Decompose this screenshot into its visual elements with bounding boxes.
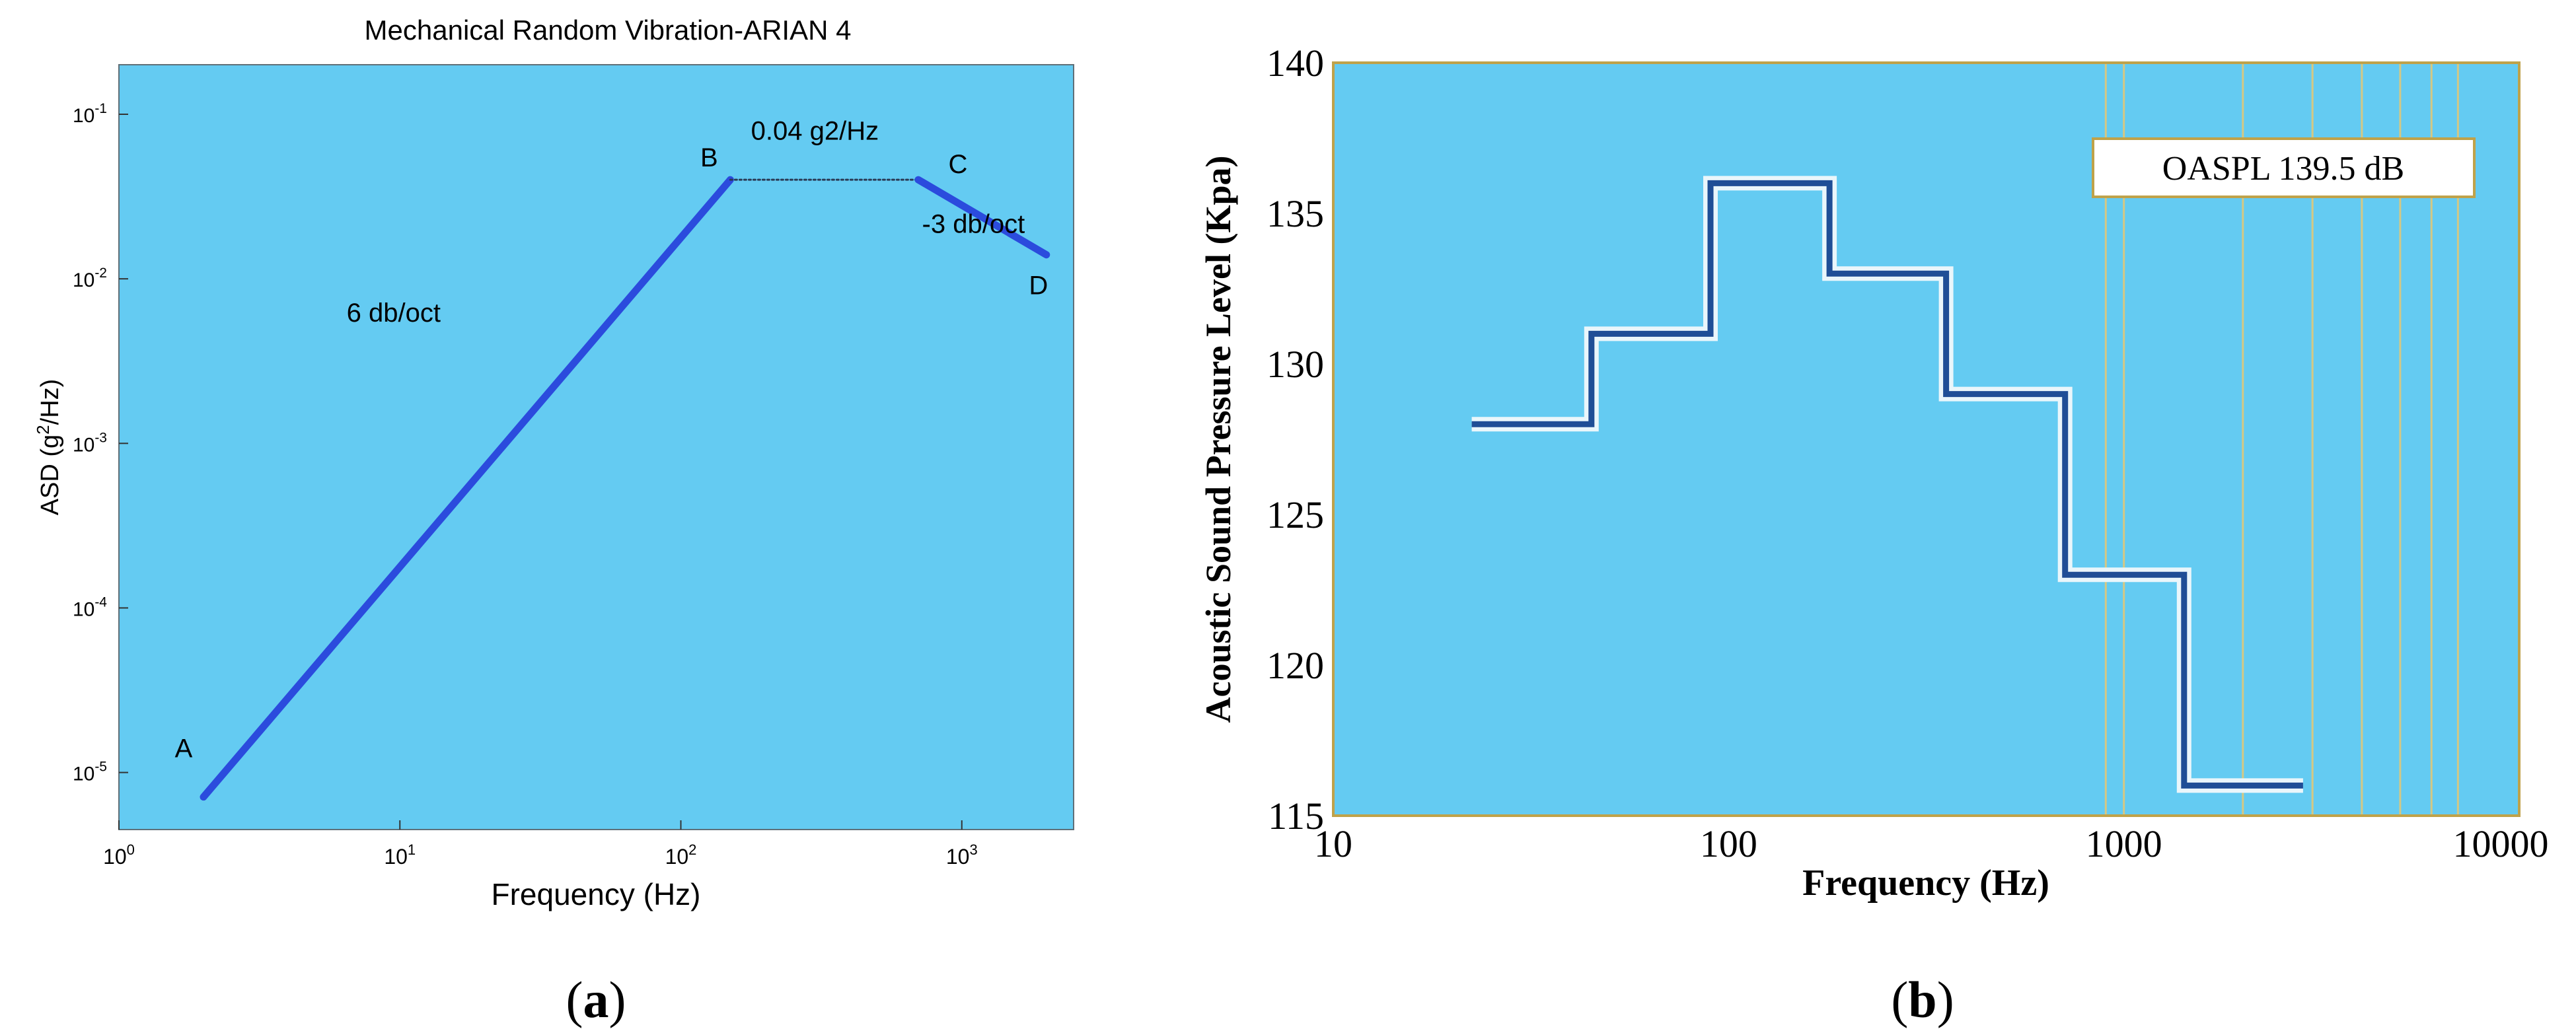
panel-a-annotation-3: 6 db/oct (347, 299, 441, 328)
panel-a-y-tick-exponent: -3 (94, 430, 107, 445)
panel-a-annotations: 0.04 g2/Hz -3 db/oct 6 db/oct (347, 117, 1025, 328)
panel-b-caption-letter: b (1908, 971, 1936, 1028)
panel-a-x-tick-label: 102 (665, 841, 697, 869)
panel-a-x-tick-label: 101 (384, 841, 416, 869)
panel-a-caption-letter: a (583, 971, 609, 1028)
panel-b-x-axis-label: Frequency (Hz) (1802, 863, 2049, 904)
panel-a-segment-1 (200, 176, 734, 801)
panel-b-y-tick-label: 130 (1267, 343, 1324, 386)
panel-b-series (1471, 176, 2303, 793)
panel-b-y-axis-label: Acoustic Sound Pressure Level (Kpa) (1198, 155, 1238, 723)
panel-a-x-tick-base: 10 (665, 845, 689, 869)
panel-b-x-tick-label: 10 (1314, 822, 1352, 865)
panel-a-point-label-c: C (948, 150, 967, 179)
panel-b-y-tick-label: 120 (1267, 644, 1324, 687)
panel-a-point-label-a: A (175, 734, 193, 764)
panel-a-chart: Mechanical Random Vibration-ARIAN 4 100 1… (33, 15, 1074, 1028)
panel-a-y-axis-label-sup: 2 (33, 425, 53, 434)
panel-a-y-tick-base: 10 (73, 598, 94, 620)
panel-a-y-axis-label-prefix: ASD (g (36, 435, 64, 515)
panel-b-caption: (b) (1891, 971, 1954, 1028)
panel-a-title: Mechanical Random Vibration-ARIAN 4 (365, 15, 852, 46)
panel-a-x-tick-base: 10 (384, 845, 408, 869)
panel-a-x-tick-label: 100 (103, 841, 135, 869)
panel-b-oaspl-box (2092, 137, 2476, 198)
panel-a-frame (118, 64, 1074, 830)
panel-a-caption: (a) (566, 971, 626, 1028)
panel-b-frame (1332, 61, 2521, 817)
panel-a-y-tick-exponent: -2 (94, 266, 107, 281)
panel-a-y-tick-base: 10 (73, 764, 94, 785)
panel-a-annotation-2: -3 db/oct (922, 210, 1025, 239)
panel-a-x-tick-label: 103 (946, 841, 978, 869)
panel-a-point-labels: A B C D (175, 143, 1049, 764)
panel-b-chart: 10 100 1000 10000 115 120 125 130 135 140 OASPL 1… (1198, 42, 2549, 1028)
panel-a-y-tick-base: 10 (73, 105, 94, 127)
panel-a-x-axis-label: Frequency (Hz) (492, 877, 701, 911)
panel-a-y-tick-exponent: -5 (94, 760, 107, 775)
panel-a-x-tick-exponent: 3 (969, 841, 977, 858)
panel-a-y-tick-exponent: -1 (94, 101, 107, 116)
panel-a-point-label-b: B (700, 143, 718, 172)
panel-a-y-tick-label: 10-3 (73, 430, 107, 456)
panel-a-y-tick-label: 10-2 (73, 266, 107, 291)
panel-a-point-label-d: D (1029, 271, 1048, 301)
panel-a-plot-area (119, 65, 1074, 830)
panel-a-x-tick-base: 10 (103, 845, 127, 869)
panel-a-y-axis-label: ASD (g2/Hz) (33, 379, 64, 516)
panel-a-x-tick-exponent: 2 (688, 841, 696, 858)
panel-a-y-tick-base: 10 (73, 269, 94, 291)
panel-b-x-tick-label: 1000 (2086, 822, 2162, 865)
panel-a-x-tick-base: 10 (946, 845, 970, 869)
panel-b-x-tick-label: 100 (1700, 822, 1757, 865)
panel-b-oaspl-text: OASPL 139.5 dB (2162, 150, 2404, 188)
panel-a-y-tick-label: 10-4 (73, 594, 107, 620)
panel-b-y-tick-label: 125 (1267, 493, 1324, 536)
panel-b-x-tick-label: 10000 (2453, 822, 2549, 865)
panel-b-step-line (1471, 180, 2303, 789)
panel-b-y-tick-label: 115 (1268, 795, 1324, 837)
panel-b-y-tick-label: 135 (1267, 192, 1324, 235)
panel-a-x-tick-exponent: 1 (408, 841, 416, 858)
panel-b-y-tick-label: 140 (1267, 42, 1324, 85)
panel-a-y-tick-label: 10-5 (73, 760, 107, 785)
panel-a-segment-3 (914, 176, 1050, 259)
panel-a-series (200, 176, 1050, 801)
panel-a-y-tick-base: 10 (73, 434, 94, 456)
panel-a-y-axis-label-suffix: /Hz) (36, 379, 64, 425)
panel-a-annotation-1: 0.04 g2/Hz (751, 117, 879, 146)
panel-a-y-tick-label: 10-1 (73, 101, 107, 127)
panel-a-x-tick-exponent: 0 (127, 841, 135, 858)
panel-b-ticks: 10 100 1000 10000 115 120 125 130 135 140 (1267, 42, 2549, 865)
panel-a-y-tick-exponent: -4 (94, 594, 107, 610)
